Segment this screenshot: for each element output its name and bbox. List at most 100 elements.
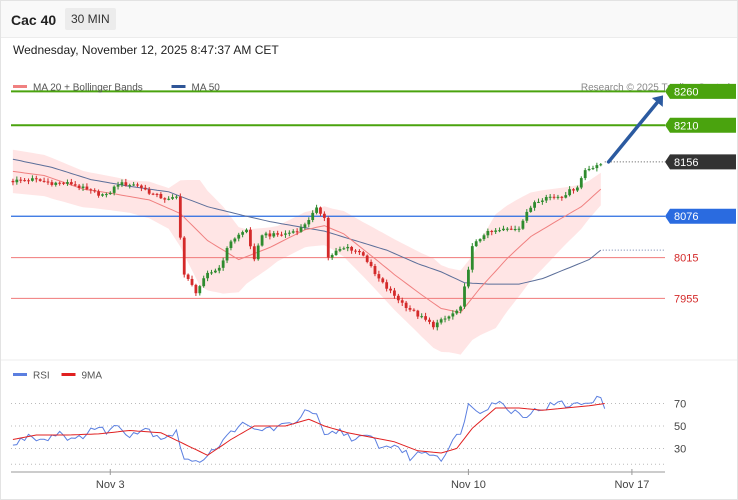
candle-body	[490, 231, 494, 233]
candle-body	[143, 187, 147, 190]
candle-body	[101, 194, 104, 196]
candle-body	[420, 316, 424, 318]
candle-body	[509, 228, 513, 230]
rsi-tick-label: 70	[674, 399, 686, 411]
candle-body	[354, 250, 357, 252]
candle-body	[455, 310, 459, 314]
candle-body	[295, 231, 299, 233]
candle-body	[81, 186, 85, 188]
candle-body	[517, 228, 521, 230]
support-level-label: 7955	[674, 293, 698, 305]
candle-body	[350, 246, 354, 251]
resistance-level-label-tag	[665, 117, 736, 133]
candle-body	[62, 182, 65, 184]
candle-body	[268, 233, 272, 237]
candle-body	[319, 207, 322, 214]
candle-body	[358, 250, 361, 253]
candle-body	[159, 193, 163, 199]
x-axis-label: Nov 10	[451, 479, 486, 491]
candle-body	[424, 316, 427, 320]
candle-body	[439, 319, 443, 323]
candle-body	[210, 272, 213, 274]
candle-body	[245, 229, 248, 233]
copyright-text: Research © 2025 Trading Central	[581, 83, 730, 94]
candle-body	[104, 194, 108, 196]
candle-body	[486, 231, 490, 236]
candle-body	[552, 196, 556, 198]
candle-body	[330, 255, 334, 258]
candle-body	[116, 185, 120, 187]
candle-body	[373, 266, 377, 275]
candle-body	[529, 207, 533, 212]
candle-body	[537, 201, 540, 203]
candle-body	[97, 191, 100, 196]
legend-swatch	[61, 373, 76, 376]
candle-body	[136, 184, 139, 186]
candle-body	[568, 189, 572, 196]
timeframe-button[interactable]: 30 MIN	[65, 8, 116, 30]
rsi-ma-line	[12, 403, 605, 456]
candle-body	[556, 196, 560, 198]
candle-body	[178, 196, 182, 238]
candle-body	[27, 180, 30, 182]
candle-body	[112, 186, 116, 193]
candle-body	[361, 252, 365, 256]
resistance-level-label: 8260	[674, 86, 698, 98]
rsi-tick-label: 30	[674, 444, 686, 456]
candle-body	[31, 178, 34, 181]
forecast-arrow-head	[651, 95, 664, 107]
candle-body	[167, 198, 171, 200]
pivot-level-label-tag	[665, 208, 736, 224]
legend-swatch	[13, 373, 27, 376]
last-price-label-tag	[665, 154, 736, 170]
candle-body	[474, 241, 478, 247]
candle-body	[385, 282, 389, 289]
candle-body	[132, 184, 136, 186]
support-level-label: 8015	[674, 253, 698, 265]
candle-body	[315, 207, 318, 213]
candle-body	[579, 178, 583, 188]
candle-body	[276, 233, 280, 235]
candle-body	[435, 322, 439, 328]
candle-body	[467, 269, 470, 287]
candle-body	[591, 168, 595, 170]
candle-body	[280, 234, 283, 236]
candle-body	[478, 239, 482, 242]
candle-body	[272, 233, 276, 237]
candle-body	[241, 232, 245, 235]
candle-body	[540, 200, 544, 202]
candle-body	[342, 248, 346, 250]
candle-body	[365, 255, 369, 262]
candle-body	[163, 198, 167, 200]
candle-body	[587, 168, 591, 171]
candle-body	[544, 197, 548, 201]
candle-body	[249, 229, 252, 247]
candle-body	[416, 310, 420, 317]
candle-body	[229, 241, 233, 249]
candle-body	[470, 246, 474, 270]
candle-body	[237, 234, 241, 239]
candle-body	[322, 213, 326, 218]
candle-body	[77, 185, 81, 188]
candle-body	[291, 231, 295, 233]
resistance-level-label: 8210	[674, 120, 698, 132]
candle-body	[513, 229, 517, 231]
resistance-level-label-tag	[665, 83, 736, 99]
candle-body	[23, 180, 27, 182]
candle-body	[34, 178, 38, 180]
bollinger-band	[12, 149, 601, 355]
candle-body	[548, 196, 552, 198]
candle-body	[50, 182, 54, 185]
candle-body	[225, 248, 229, 261]
rsi-line	[12, 395, 606, 463]
candle-body	[521, 220, 525, 229]
candle-body	[303, 224, 307, 228]
candle-body	[256, 245, 260, 260]
candle-body	[381, 278, 385, 283]
candle-body	[151, 193, 155, 195]
candle-body	[128, 185, 132, 187]
chart-header: Cac 40 30 MIN	[1, 1, 737, 38]
instrument-name: Cac 40	[11, 12, 57, 28]
